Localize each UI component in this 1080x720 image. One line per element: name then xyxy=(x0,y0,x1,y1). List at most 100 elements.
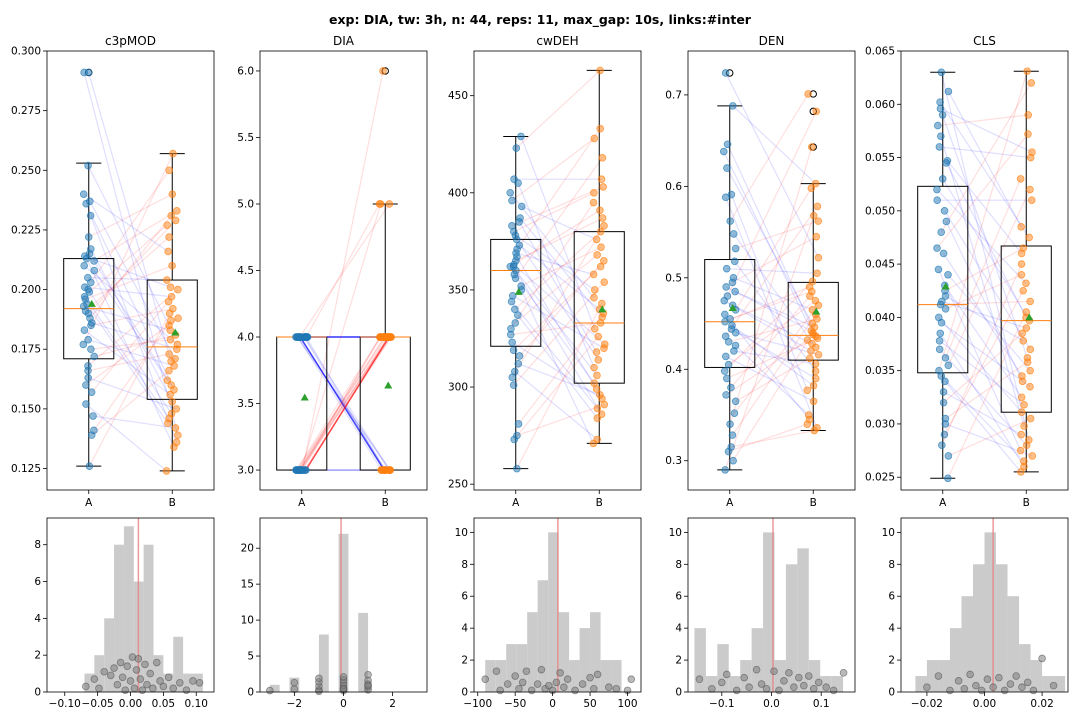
hist-point xyxy=(315,687,323,696)
point-a xyxy=(82,381,90,389)
hist-point xyxy=(740,673,748,682)
pair-link xyxy=(944,178,1022,359)
pair-link xyxy=(724,281,813,372)
hist-point xyxy=(195,678,204,687)
point-b xyxy=(169,149,177,158)
pair-link xyxy=(85,403,167,472)
y-tick-label: 8 xyxy=(888,559,895,571)
y-tick-label: 10 xyxy=(882,527,895,539)
y-tick-label: 5.0 xyxy=(237,198,254,210)
point-b xyxy=(380,333,388,341)
point-b xyxy=(167,316,175,325)
y-tick-label: 4.5 xyxy=(237,265,254,277)
point-a xyxy=(508,338,516,347)
point-b xyxy=(590,293,598,302)
hist-point xyxy=(113,680,122,689)
hist-point xyxy=(934,672,943,680)
pair-link xyxy=(521,205,597,240)
hist-point xyxy=(1000,686,1009,695)
x-tick-label: A xyxy=(512,497,520,509)
pair-link xyxy=(726,167,813,324)
hist-point xyxy=(762,685,771,693)
mean-marker xyxy=(384,381,393,389)
hist-point xyxy=(612,685,621,693)
point-a xyxy=(933,196,942,204)
point-b xyxy=(1017,468,1025,476)
pair-link xyxy=(943,253,1023,377)
pair-link xyxy=(301,336,381,471)
hist-point xyxy=(481,675,490,684)
x-tick-label: A xyxy=(726,497,734,509)
hist-bar xyxy=(600,660,612,692)
pair-link xyxy=(732,236,817,283)
hist-point xyxy=(809,685,818,693)
point-b xyxy=(813,315,821,323)
y-tick-label: 8 xyxy=(675,559,682,571)
hist-point xyxy=(1023,678,1032,687)
pair-link xyxy=(87,377,177,410)
point-b xyxy=(1017,260,1026,268)
pair-link xyxy=(944,247,1024,292)
point-b xyxy=(165,350,173,358)
pair-link xyxy=(725,206,818,337)
pair-link xyxy=(299,336,386,471)
point-a xyxy=(941,377,949,386)
point-b xyxy=(593,251,601,259)
point-b xyxy=(170,362,178,370)
pair-link xyxy=(946,160,1023,254)
pair-link xyxy=(84,286,172,298)
point-b xyxy=(596,319,605,327)
box-panel-c3pMOD: c3pMOD 0.125 0.150 0.175 0.200 0.225 0.250 0.27… xyxy=(11,34,215,509)
y-tick-label: 0.275 xyxy=(11,105,41,117)
point-a xyxy=(87,388,96,396)
y-tick-label: 0 xyxy=(461,687,468,699)
pair-link xyxy=(516,403,605,437)
hist-point xyxy=(804,672,813,680)
y-tick-label: 5.5 xyxy=(237,132,254,144)
hist-point xyxy=(593,670,602,679)
point-a xyxy=(80,68,88,77)
pair-link xyxy=(509,209,601,268)
y-tick-label: 0.040 xyxy=(865,312,895,324)
point-a xyxy=(939,388,948,396)
point-b xyxy=(590,134,599,143)
point-b xyxy=(807,143,816,151)
point-a xyxy=(506,330,515,339)
hist-point xyxy=(132,666,141,674)
point-a xyxy=(728,278,737,287)
mean-marker xyxy=(812,307,821,315)
y-tick-label: 450 xyxy=(448,90,468,102)
hist-point xyxy=(775,686,783,695)
point-a xyxy=(79,190,88,198)
x-tick-label: −0.05 xyxy=(82,698,114,710)
point-a xyxy=(937,68,946,77)
y-tick-label: 0 xyxy=(888,687,895,699)
x-tick-label: −50 xyxy=(504,698,526,710)
pair-link xyxy=(301,336,389,471)
pair-link xyxy=(731,324,814,387)
hist-point xyxy=(590,685,598,693)
y-tick-label: 0.4 xyxy=(665,364,682,376)
point-b xyxy=(593,371,601,380)
point-b xyxy=(1019,337,1028,345)
pair-link xyxy=(300,203,382,471)
pair-link xyxy=(725,72,819,258)
point-a xyxy=(515,218,523,226)
point-b xyxy=(168,261,176,270)
point-a xyxy=(511,274,520,283)
hist-point xyxy=(954,677,963,685)
y-tick-label: 0.250 xyxy=(11,165,41,177)
pair-link xyxy=(93,270,168,381)
point-a xyxy=(721,317,729,326)
y-tick-label: 6 xyxy=(675,591,682,603)
pair-link xyxy=(936,133,1029,249)
point-b xyxy=(814,253,823,262)
y-tick-label: 0 xyxy=(34,687,41,699)
point-a xyxy=(934,121,942,130)
hist-point xyxy=(156,677,164,685)
point-a xyxy=(730,347,738,355)
pair-link xyxy=(91,301,169,393)
point-a xyxy=(720,296,729,305)
pair-link xyxy=(732,304,813,345)
hist-bar xyxy=(915,676,927,692)
